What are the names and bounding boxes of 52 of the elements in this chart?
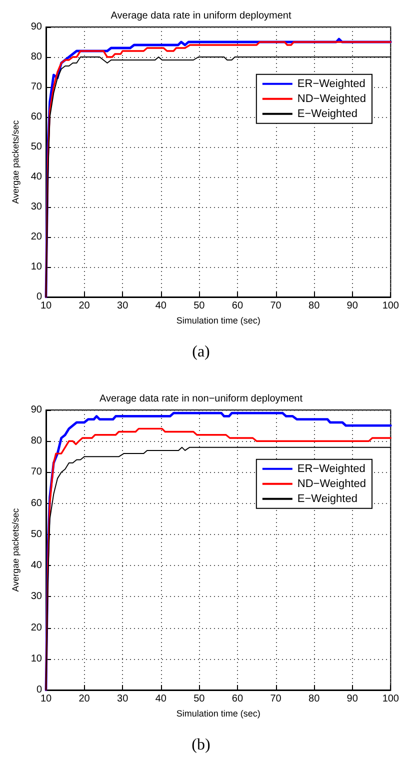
x-tick-label: 20 [78, 694, 90, 704]
x-tick-label: 100 [382, 300, 400, 312]
legend-label: E−Weighted [297, 492, 358, 505]
y-tick-label: 60 [30, 498, 42, 509]
x-axis-title: Simulation time (sec) [176, 708, 260, 718]
y-tick-label: 60 [30, 112, 42, 122]
y-tick-label: 20 [30, 622, 42, 634]
y-tick-label: 90 [30, 404, 42, 416]
y-tick-label: 50 [30, 528, 42, 540]
text: (a) [192, 344, 210, 360]
x-tick-label: 100 [382, 694, 400, 704]
y-tick-label: 10 [30, 653, 42, 664]
y-axis-title: Avergae packets/sec [10, 120, 20, 204]
legend-label: ND−Weighted [297, 478, 366, 490]
y-tick-label: 0 [36, 684, 42, 696]
y-tick-label: 70 [30, 82, 42, 92]
x-tick-label: 40 [155, 694, 167, 704]
x-tick-label: 30 [117, 300, 129, 312]
x-tick-label: 70 [270, 300, 282, 312]
y-tick-label: 80 [30, 436, 42, 447]
y-tick-label: 40 [30, 560, 42, 572]
legend-label: E−Weighted [297, 108, 358, 120]
y-tick-label: 10 [30, 262, 42, 272]
y-axis-title: Avergae packets/sec [10, 508, 20, 592]
x-tick-label: 40 [155, 300, 167, 312]
x-tick-label: 60 [232, 300, 244, 312]
x-tick-label: 30 [117, 694, 129, 704]
x-tick-label: 90 [346, 694, 358, 704]
chart-title: Average data rate in uniform deployment [110, 10, 292, 22]
y-tick-label: 20 [30, 232, 42, 242]
x-tick-label: 80 [308, 300, 320, 312]
y-tick-label: 70 [30, 466, 42, 478]
x-tick-label: 50 [194, 694, 206, 704]
x-tick-label: 90 [346, 300, 358, 312]
x-tick-label: 20 [78, 300, 90, 312]
x-tick-label: 70 [270, 694, 282, 704]
chart-title: Average data rate in non−uniform deployment [99, 394, 303, 404]
legend-label: ER−Weighted [297, 462, 366, 475]
text: (b) [192, 736, 210, 754]
y-tick-label: 40 [30, 172, 42, 182]
x-axis-title: Simulation time (sec) [176, 315, 260, 326]
legend-label: ND−Weighted [297, 92, 366, 105]
y-tick-label: 50 [30, 142, 42, 152]
y-tick-label: 30 [30, 202, 42, 212]
x-tick-label: 80 [308, 694, 320, 704]
x-tick-label: 50 [194, 300, 206, 312]
legend-label: ER−Weighted [297, 78, 366, 90]
y-tick-label: 30 [30, 591, 42, 602]
x-tick-label: 60 [232, 694, 244, 704]
y-tick-label: 80 [30, 52, 42, 62]
y-tick-label: 0 [36, 292, 42, 302]
y-tick-label: 90 [30, 22, 42, 32]
